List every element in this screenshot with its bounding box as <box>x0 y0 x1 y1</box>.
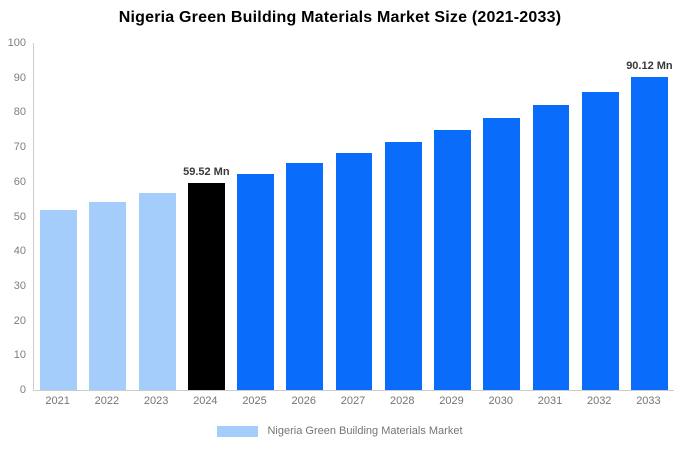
bar-column <box>132 43 181 390</box>
y-axis-tick-label: 10 <box>13 349 26 362</box>
bar-2024[interactable] <box>187 183 225 390</box>
bar-2023[interactable] <box>138 192 176 390</box>
bar-column <box>526 43 575 390</box>
y-axis-tick-label: 20 <box>13 314 26 327</box>
chart-title: Nigeria Green Building Materials Market … <box>118 9 562 26</box>
y-axis-tick-label: 50 <box>13 210 26 223</box>
y-axis: 0 10 20 30 40 50 60 70 80 90 100 <box>0 37 28 396</box>
x-axis-label: 2028 <box>390 395 415 407</box>
x-axis-label: 2032 <box>586 395 612 407</box>
bar-2030[interactable] <box>483 117 521 390</box>
x-axis-label: 2033 <box>636 395 661 407</box>
y-axis-tick-label: 80 <box>13 106 26 119</box>
x-axis-label: 2021 <box>45 395 70 407</box>
bar-column <box>329 43 378 390</box>
bar-column <box>428 43 477 390</box>
bar-2031[interactable] <box>532 105 570 390</box>
bar-2022[interactable] <box>89 201 127 390</box>
x-axis-label: 2027 <box>340 395 366 407</box>
legend: Nigeria Green Building Materials Market <box>0 425 680 437</box>
bar-column <box>280 43 329 390</box>
bar-2029[interactable] <box>434 130 471 390</box>
bar-2027[interactable] <box>335 152 373 390</box>
y-axis-tick-label: 30 <box>13 279 26 292</box>
bar-2028[interactable] <box>384 141 422 390</box>
bar-column <box>477 43 526 390</box>
bar-column <box>83 43 132 390</box>
y-axis-tick-label: 100 <box>7 37 26 49</box>
x-axis-label: 2023 <box>143 395 169 407</box>
bar-2026[interactable] <box>286 163 324 390</box>
legend-label: Nigeria Green Building Materials Market <box>267 425 463 437</box>
bar-column <box>379 43 428 390</box>
bar-2025[interactable] <box>237 173 275 390</box>
y-axis-tick-label: 90 <box>13 71 26 84</box>
y-axis-tick-label: 40 <box>13 245 26 258</box>
bar-column: 59.52 Mn <box>182 43 231 390</box>
legend-swatch <box>217 425 259 437</box>
x-axis-label: 2029 <box>439 395 464 407</box>
bar-value-label: 59.52 Mn <box>183 166 230 179</box>
bar-column <box>576 43 625 390</box>
legend-item[interactable]: Nigeria Green Building Materials Market <box>217 425 463 437</box>
x-axis: 2021 2022 2023 2024 2025 2026 2027 2028 2029 2030… <box>33 395 673 407</box>
y-axis-tick-label: 0 <box>19 384 26 396</box>
bar-2032[interactable] <box>581 91 619 390</box>
bar-column: 90.12 Mn <box>625 43 674 390</box>
bar-column <box>231 43 280 390</box>
y-axis-tick-label: 60 <box>13 175 26 188</box>
y-axis-tick-label: 70 <box>13 141 26 154</box>
bar-column <box>34 43 83 390</box>
x-axis-label: 2022 <box>94 395 120 407</box>
x-axis-label: 2030 <box>488 395 513 407</box>
x-axis-label: 2026 <box>291 395 317 407</box>
x-axis-label: 2031 <box>537 395 563 407</box>
x-axis-label: 2024 <box>193 395 218 407</box>
plot-area: 59.52 Mn 90.12 Mn <box>33 43 674 391</box>
x-axis-label: 2025 <box>242 395 267 407</box>
bar-2033[interactable] <box>630 77 668 390</box>
bar-2021[interactable] <box>40 210 78 390</box>
bar-value-label: 90.12 Mn <box>626 60 673 73</box>
